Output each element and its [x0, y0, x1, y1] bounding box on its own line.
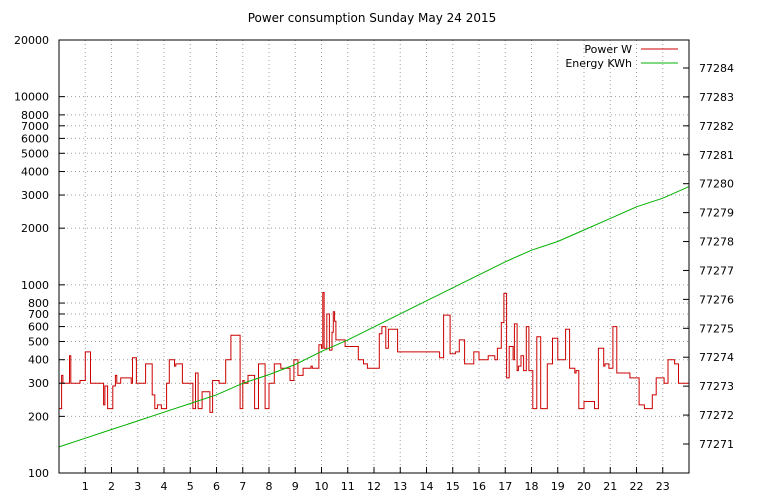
- x-tick-label: 16: [472, 480, 486, 493]
- y-tick-label: 3000: [21, 189, 49, 202]
- x-tick-label: 12: [367, 480, 381, 493]
- legend: Power W Energy KWh: [565, 43, 678, 70]
- y-tick-label: 10000: [14, 91, 49, 104]
- x-tick-label: 21: [603, 480, 617, 493]
- x-tick-label: 7: [239, 480, 246, 493]
- y2-tick-label: 77283: [699, 91, 734, 104]
- x-tick-label: 8: [266, 480, 273, 493]
- y-tick-label: 1000: [21, 279, 49, 292]
- y-tick-label: 500: [28, 335, 49, 348]
- y-tick-label: 300: [28, 377, 49, 390]
- y2-tick-label: 77273: [699, 380, 734, 393]
- x-tick-label: 4: [161, 480, 168, 493]
- y2-tick-label: 77278: [699, 236, 734, 249]
- y-tick-label: 5000: [21, 147, 49, 160]
- x-tick-label: 13: [393, 480, 407, 493]
- y2-tick-label: 77274: [699, 351, 734, 364]
- y-tick-label: 8000: [21, 109, 49, 122]
- x-tick-label: 23: [656, 480, 670, 493]
- x-tick-label: 6: [213, 480, 220, 493]
- y-tick-label: 7000: [21, 120, 49, 133]
- y-tick-label: 100: [28, 467, 49, 480]
- x-tick-label: 20: [577, 480, 591, 493]
- y2-tick-label: 77282: [699, 120, 734, 133]
- x-tick-label: 19: [551, 480, 565, 493]
- x-tick-label: 10: [315, 480, 329, 493]
- x-tick-label: 15: [446, 480, 460, 493]
- y2-tick-label: 77284: [699, 62, 734, 75]
- x-tick-label: 9: [292, 480, 299, 493]
- x-tick-label: 14: [420, 480, 434, 493]
- y2-tick-label: 77280: [699, 178, 734, 191]
- y-tick-label: 200: [28, 410, 49, 423]
- y-tick-label: 20000: [14, 34, 49, 47]
- y2-tick-label: 77279: [699, 207, 734, 220]
- x-tick-label: 22: [630, 480, 644, 493]
- series-line-power: [59, 292, 689, 413]
- chart-title: Power consumption Sunday May 24 2015: [248, 11, 497, 25]
- y2-tick-label: 77281: [699, 149, 734, 162]
- y2-tick-label: 77276: [699, 293, 734, 306]
- legend-label-power: Power W: [584, 43, 632, 56]
- y2-tick-label: 77271: [699, 438, 734, 451]
- x-tick-label: 11: [341, 480, 355, 493]
- y-tick-label: 600: [28, 321, 49, 334]
- y-tick-label: 700: [28, 308, 49, 321]
- y2-tick-label: 77272: [699, 409, 734, 422]
- y-tick-label: 800: [28, 297, 49, 310]
- x-tick-label: 1: [82, 480, 89, 493]
- x-tick-label: 18: [525, 480, 539, 493]
- x-tick-label: 2: [108, 480, 115, 493]
- y2-tick-label: 77277: [699, 264, 734, 277]
- y-tick-label: 2000: [21, 222, 49, 235]
- y-tick-label: 4000: [21, 166, 49, 179]
- y2-tick-label: 77275: [699, 322, 734, 335]
- x-tick-label: 5: [187, 480, 194, 493]
- series-line-energy: [58, 186, 690, 448]
- plot-series: [58, 186, 690, 448]
- y-tick-label: 6000: [21, 132, 49, 145]
- x-tick-label: 3: [134, 480, 141, 493]
- x-tick-label: 17: [498, 480, 512, 493]
- y-tick-label: 400: [28, 354, 49, 367]
- legend-label-energy: Energy KWh: [565, 57, 632, 70]
